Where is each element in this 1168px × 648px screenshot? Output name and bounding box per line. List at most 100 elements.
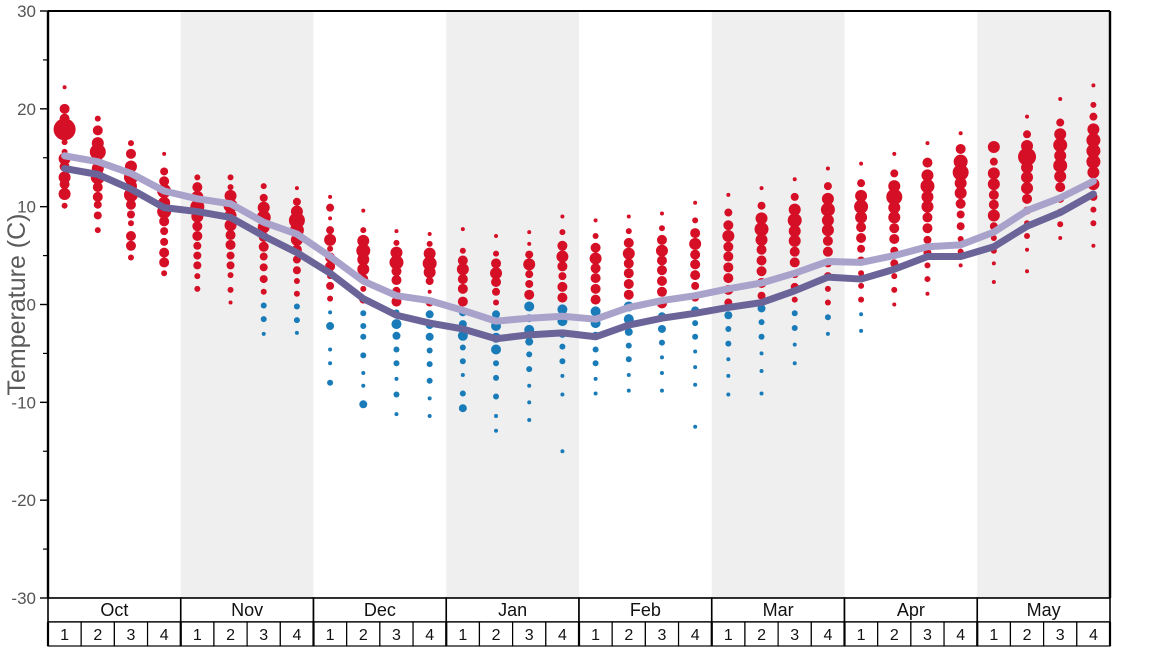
week-cell[interactable] [478, 621, 514, 647]
observation-marker [1054, 149, 1067, 162]
observation-marker [856, 222, 867, 233]
y-axis-tick-label: 30 [17, 2, 36, 21]
observation-marker [393, 360, 400, 367]
observation-marker [693, 365, 698, 370]
observation-marker [892, 151, 897, 156]
week-cell[interactable] [1076, 621, 1111, 647]
observation-marker [857, 244, 866, 253]
observation-marker [824, 285, 831, 292]
week-label: 1 [989, 627, 998, 644]
observation-marker [227, 272, 234, 279]
y-axis-tick-label: 0 [27, 296, 36, 315]
week-label: 2 [757, 627, 766, 644]
observation-marker [460, 372, 465, 377]
week-cell[interactable] [312, 621, 348, 647]
observation-marker [693, 200, 698, 205]
observation-marker [159, 216, 170, 227]
observation-marker [560, 214, 565, 219]
week-label: 2 [492, 627, 501, 644]
observation-marker [361, 208, 366, 213]
observation-marker [788, 234, 801, 247]
observation-marker [756, 266, 767, 277]
observation-marker [524, 289, 535, 300]
observation-marker [193, 241, 202, 250]
month-shade-band [446, 11, 579, 598]
week-cell[interactable] [744, 621, 779, 647]
week-cell[interactable] [578, 621, 613, 647]
observation-marker [923, 235, 932, 244]
observation-marker [427, 396, 432, 401]
week-cell[interactable] [346, 621, 381, 647]
month-cell[interactable] [312, 597, 448, 623]
week-cell[interactable] [146, 621, 182, 647]
observation-marker [854, 199, 869, 214]
observation-marker [723, 251, 734, 262]
observation-marker [855, 189, 868, 202]
observation-marker [859, 312, 864, 317]
observation-marker [825, 166, 830, 171]
observation-marker [656, 286, 667, 297]
observation-marker [724, 311, 733, 320]
observation-marker [494, 428, 499, 433]
observation-marker [658, 225, 665, 232]
observation-marker [756, 255, 767, 266]
week-cell[interactable] [777, 621, 812, 647]
week-cell[interactable] [943, 621, 978, 647]
week-cell[interactable] [412, 621, 447, 647]
observation-marker [227, 184, 234, 191]
month-label: Nov [231, 600, 263, 620]
week-label: 3 [923, 627, 932, 644]
observation-marker [692, 333, 699, 340]
observation-marker [726, 192, 731, 197]
observation-marker [425, 332, 434, 341]
observation-marker [989, 157, 998, 166]
observation-marker [125, 148, 136, 159]
observation-marker [125, 199, 136, 210]
observation-marker [459, 344, 466, 351]
observation-marker [722, 230, 735, 243]
month-cell[interactable] [976, 597, 1111, 623]
observation-marker [624, 327, 633, 336]
observation-marker [886, 188, 903, 205]
week-cell[interactable] [545, 621, 580, 647]
week-label: 4 [558, 627, 567, 644]
observation-marker [260, 183, 267, 190]
week-cell[interactable] [677, 621, 713, 647]
week-label: 2 [93, 627, 102, 644]
week-label: 4 [1089, 627, 1098, 644]
observation-marker [759, 369, 764, 374]
month-cell[interactable] [578, 597, 713, 623]
observation-marker [192, 231, 203, 242]
observation-marker [958, 131, 963, 136]
observation-marker [292, 266, 301, 275]
observation-marker [788, 203, 801, 216]
week-cell[interactable] [113, 621, 149, 647]
observation-marker [360, 285, 367, 292]
week-cell[interactable] [910, 621, 945, 647]
observation-marker [589, 252, 602, 265]
observation-marker [560, 392, 565, 397]
observation-marker [954, 186, 967, 199]
observation-marker [1090, 101, 1097, 108]
observation-marker [625, 228, 632, 235]
observation-marker [192, 221, 203, 232]
observation-marker [593, 376, 598, 381]
observation-marker [125, 240, 136, 251]
week-cell[interactable] [611, 621, 646, 647]
week-cell[interactable] [80, 621, 115, 647]
observation-marker [823, 182, 832, 191]
observation-marker [92, 182, 103, 193]
observation-marker [557, 292, 568, 303]
week-cell[interactable] [512, 621, 547, 647]
observation-marker [459, 390, 466, 397]
observation-marker [560, 449, 565, 454]
observation-marker [858, 282, 865, 289]
observation-marker [390, 246, 403, 259]
week-cell[interactable] [246, 621, 281, 647]
observation-marker [492, 310, 501, 319]
week-cell[interactable] [711, 621, 746, 647]
week-cell[interactable] [810, 621, 846, 647]
observation-marker [656, 265, 667, 276]
observation-marker [726, 357, 731, 362]
observation-marker [789, 246, 800, 257]
